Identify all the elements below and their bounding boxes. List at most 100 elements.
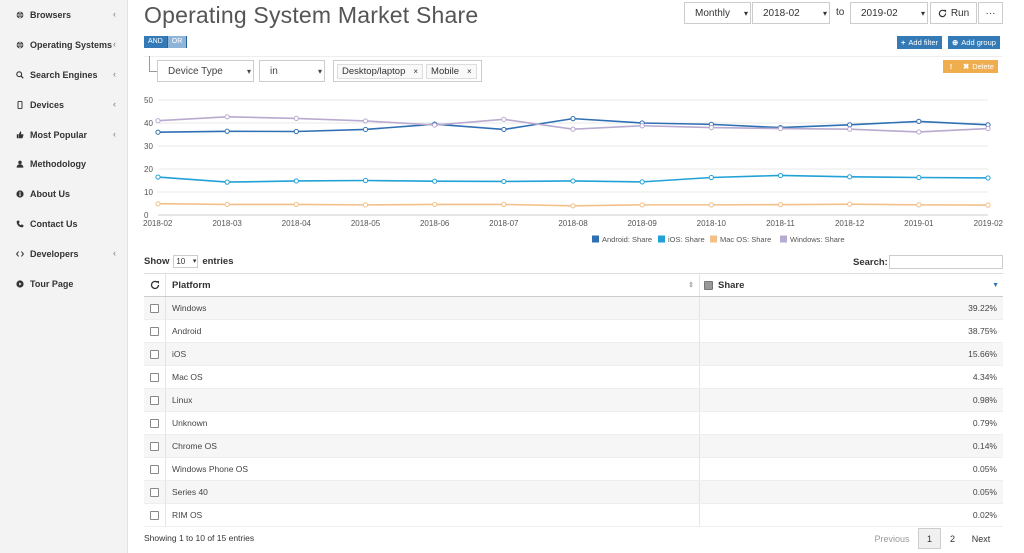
table-row[interactable]: Windows 39.22%: [144, 297, 1003, 320]
data-point: [777, 202, 784, 208]
table-row[interactable]: Mac OS 4.34%: [144, 366, 1003, 389]
legend-swatch: [658, 235, 665, 243]
row-checkbox[interactable]: [150, 349, 159, 359]
y-tick-label: 30: [144, 142, 153, 151]
share-cell: 0.05%: [972, 464, 997, 474]
row-checkbox[interactable]: [150, 418, 159, 428]
sidebar-item-methodology[interactable]: Methodology: [0, 152, 128, 176]
x-tick-label: 2018-09: [627, 219, 657, 228]
filter-field-select[interactable]: Device Type ▾: [157, 60, 254, 82]
table-row[interactable]: Windows Phone OS 0.05%: [144, 458, 1003, 481]
share-column-label: Share: [718, 279, 745, 291]
table-row[interactable]: Linux 0.98%: [144, 389, 1003, 412]
next-page-button[interactable]: Next: [971, 533, 991, 544]
chevron-left-icon: ‹: [113, 248, 116, 258]
row-checkbox[interactable]: [150, 326, 159, 336]
table-row[interactable]: RIM OS 0.02%: [144, 504, 1003, 527]
data-point: [155, 129, 161, 135]
y-tick-label: 0: [144, 211, 149, 220]
filter-tag-label: Mobile: [431, 65, 460, 77]
refresh-icon: [938, 9, 947, 17]
info-icon: [15, 190, 24, 199]
add-filter-button[interactable]: + Add filter: [897, 36, 942, 49]
remove-tag-icon[interactable]: ×: [467, 66, 472, 76]
data-point: [985, 175, 991, 181]
row-checkbox[interactable]: [150, 395, 159, 405]
sidebar-item-search-engines[interactable]: Search Engines ‹: [0, 63, 128, 87]
refresh-icon[interactable]: [150, 280, 160, 290]
plus-circle-icon: ⊕: [952, 38, 959, 47]
or-button[interactable]: OR: [167, 36, 188, 48]
table-info: Showing 1 to 10 of 15 entries: [144, 533, 255, 543]
x-tick-label: 2018-11: [766, 219, 795, 228]
row-checkbox[interactable]: [150, 464, 159, 474]
sidebar-item-tour-page[interactable]: Tour Page: [0, 272, 128, 296]
platform-cell: Unknown: [166, 412, 700, 434]
data-table: Platform ⇕ Share ▼ Windows 39.22% Android 3…: [144, 273, 1003, 527]
search-input[interactable]: [889, 255, 1003, 269]
date-to-value: 2019-02: [861, 7, 898, 19]
run-button[interactable]: Run: [930, 2, 977, 24]
and-button[interactable]: AND: [144, 36, 168, 48]
pagination: Previous 1 2 Next: [866, 528, 998, 549]
row-checkbox[interactable]: [150, 487, 159, 497]
page-2-button[interactable]: 2: [949, 533, 955, 544]
legend-label: Windows: Share: [790, 235, 845, 244]
data-point: [985, 202, 991, 208]
x-tick-label: 2018-02: [143, 219, 173, 228]
add-group-button[interactable]: ⊕ Add group: [948, 36, 1000, 49]
data-point: [847, 122, 853, 128]
previous-page-button[interactable]: Previous: [874, 533, 910, 544]
sidebar-item-devices[interactable]: Devices ‹: [0, 93, 128, 117]
sidebar-item-browsers[interactable]: Browsers ‹: [0, 3, 128, 27]
sidebar-item-most-popular[interactable]: Most Popular ‹: [0, 123, 128, 147]
filter-values-input[interactable]: Desktop/laptop × Mobile ×: [333, 60, 482, 82]
delete-button[interactable]: ✖ Delete: [959, 60, 998, 73]
data-point: [708, 202, 714, 208]
close-icon: ✖: [963, 62, 970, 71]
x-tick-label: 2018-08: [558, 219, 588, 228]
sidebar-item-about-us[interactable]: About Us: [0, 182, 128, 206]
share-cell: 0.05%: [972, 487, 997, 497]
x-tick-label: 2018-06: [420, 219, 450, 228]
phone-icon: [15, 220, 24, 229]
warning-button[interactable]: !: [943, 60, 959, 73]
x-tick-label: 2018-04: [282, 219, 312, 228]
sidebar: Browsers ‹ Operating Systems ‹ Search Engine…: [0, 0, 128, 553]
caret-icon: ▾: [317, 66, 322, 76]
row-checkbox[interactable]: [150, 510, 159, 520]
delete-label: Delete: [972, 62, 994, 71]
row-select-cell: [144, 389, 166, 411]
sidebar-item-developers[interactable]: Developers ‹: [0, 242, 128, 266]
date-from-select[interactable]: 2018-02 ▾: [752, 2, 830, 24]
row-checkbox[interactable]: [150, 441, 159, 451]
table-row[interactable]: iOS 15.66%: [144, 343, 1003, 366]
table-row[interactable]: Series 40 0.05%: [144, 481, 1003, 504]
sidebar-item-operating-systems[interactable]: Operating Systems ‹: [0, 33, 128, 57]
row-checkbox[interactable]: [150, 303, 159, 313]
chevron-left-icon: ‹: [113, 69, 116, 79]
reset-column[interactable]: [144, 274, 166, 296]
sidebar-item-contact-us[interactable]: Contact Us: [0, 212, 128, 236]
data-point: [501, 178, 507, 185]
and-or-toggle[interactable]: AND OR: [144, 36, 188, 48]
more-options-button[interactable]: ···: [978, 2, 1003, 24]
caret-icon: ▾: [822, 8, 827, 18]
date-to-select[interactable]: 2019-02 ▾: [850, 2, 928, 24]
filter-tag-label: Desktop/laptop: [342, 65, 406, 77]
x-tick-label: 2018-07: [489, 219, 519, 228]
filter-operator-select[interactable]: in ▾: [259, 60, 325, 82]
platform-column-header[interactable]: Platform ⇕: [166, 274, 700, 296]
row-checkbox[interactable]: [150, 372, 159, 382]
share-column-checkbox[interactable]: [704, 280, 713, 290]
table-row[interactable]: Chrome OS 0.14%: [144, 435, 1003, 458]
platform-column-label: Platform: [172, 279, 211, 291]
period-select[interactable]: Monthly ▾: [684, 2, 751, 24]
page-length-select[interactable]: 10 ▾: [173, 255, 199, 268]
table-row[interactable]: Android 38.75%: [144, 320, 1003, 343]
table-row[interactable]: Unknown 0.79%: [144, 412, 1003, 435]
share-column-header[interactable]: Share ▼: [700, 274, 1003, 296]
legend-label: Mac OS: Share: [720, 235, 771, 244]
page-1-button[interactable]: 1: [918, 528, 941, 549]
remove-tag-icon[interactable]: ×: [413, 66, 419, 76]
